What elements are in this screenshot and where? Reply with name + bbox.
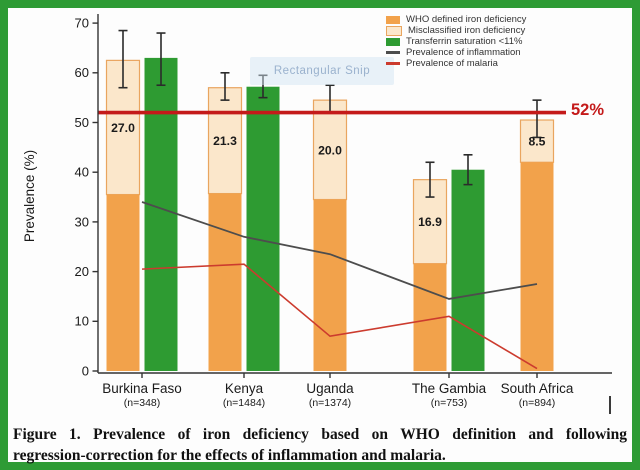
bar-who-defined [106, 194, 140, 371]
snipping-tool-watermark: Rectangular Snip [250, 57, 394, 85]
legend-item-inflammation: Prevalence of inflammation [386, 46, 526, 58]
country-label: Burkina Faso [102, 381, 182, 396]
legend-swatch-who-defined-icon [386, 15, 400, 24]
country-label: South Africa [500, 381, 574, 396]
caption-line-1: Figure 1. Prevalence of iron deficiency … [13, 426, 627, 443]
reference-line-52pct-label: 52% [571, 101, 605, 119]
chart-text: 16.9 [418, 215, 442, 229]
legend-swatch-inflammation-line-icon [386, 51, 400, 54]
legend-item-transferrin: Transferrin saturation <11% [386, 35, 526, 47]
bar-transferrin [144, 57, 178, 371]
chart-text: 40 [75, 165, 89, 180]
bar-who-defined [520, 162, 554, 371]
country-label: The Gambia [411, 381, 487, 396]
chart-text: 20 [75, 264, 89, 279]
x-category-uganda: Uganda (n=1374) [306, 381, 353, 409]
legend-swatch-malaria-line-icon [386, 62, 400, 65]
chart-text: 10 [75, 314, 89, 329]
sample-size-label: (n=1374) [308, 397, 352, 409]
chart-text: 0 [82, 363, 89, 378]
y-axis-label: Prevalence (%) [22, 149, 37, 243]
bar-transferrin [246, 86, 280, 371]
country-label: Kenya [224, 381, 264, 396]
legend-item-misclassified: Misclassified iron deficiency [386, 24, 526, 36]
caption-line-2: regression-correction for the effects of… [13, 447, 446, 464]
legend-swatch-transferrin-icon [386, 37, 400, 46]
watermark-text: Rectangular Snip [273, 65, 371, 77]
bar-transferrin [451, 169, 485, 371]
legend-label: Prevalence of inflammation [406, 46, 521, 58]
trend-line [141, 263, 538, 370]
bar-who-defined [208, 193, 242, 371]
x-category-kenya: Kenya (n=1484) [223, 381, 265, 409]
legend-item-who-defined: WHO defined iron deficiency [386, 13, 527, 25]
legend-label: WHO defined iron deficiency [406, 13, 527, 25]
sample-size-label: (n=894) [518, 397, 556, 409]
x-category-burkina-faso: Burkina Faso (n=348) [102, 381, 182, 409]
text-cursor-artifact [609, 396, 611, 414]
bar-who-defined [313, 199, 347, 371]
figure-caption: Figure 1. Prevalence of iron deficiency … [13, 424, 627, 466]
legend-swatch-misclassified-icon [386, 25, 402, 36]
legend-item-malaria: Prevalence of malaria [386, 57, 526, 69]
chart-legend: WHO defined iron deficiency Misclassifie… [386, 13, 527, 69]
x-category-the-gambia: The Gambia (n=753) [412, 381, 486, 409]
legend-label: Misclassified iron deficiency [408, 24, 526, 36]
prevalence-bar-line-chart: 27.0 21.3 20.0 16.9 8.5 0 10 20 30 40 50 60 70 [75, 14, 612, 378]
x-category-south-africa: South Africa (n=894) [501, 381, 574, 409]
bar-misclassified [207, 87, 243, 195]
chart-text: 21.3 [213, 134, 237, 148]
trend-line [141, 201, 538, 300]
chart-text: 30 [75, 214, 89, 229]
chart-text: 60 [75, 65, 89, 80]
chart-text: 70 [75, 16, 89, 31]
country-label: Uganda [306, 381, 354, 396]
sample-size-label: (n=1484) [222, 397, 266, 409]
chart-text: 27.0 [111, 121, 135, 135]
legend-label: Prevalence of malaria [406, 57, 498, 69]
legend-label: Transferrin saturation <11% [406, 35, 523, 47]
chart-text: 20.0 [318, 143, 342, 157]
sample-size-label: (n=348) [123, 397, 161, 409]
sample-size-label: (n=753) [430, 397, 468, 409]
chart-text: 50 [75, 115, 89, 130]
chart-text: 8.5 [529, 135, 546, 149]
